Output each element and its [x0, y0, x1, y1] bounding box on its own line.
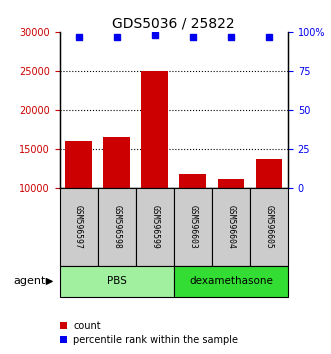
Text: GSM596597: GSM596597	[74, 205, 83, 249]
Bar	[65, 141, 92, 188]
Text: GSM596598: GSM596598	[112, 205, 121, 249]
Bar	[103, 137, 130, 188]
Bar	[179, 175, 206, 188]
Text: agent: agent	[13, 276, 46, 286]
Text: GSM596605: GSM596605	[264, 205, 273, 249]
Text: GSM596604: GSM596604	[226, 205, 235, 249]
Bar	[217, 179, 244, 188]
Text: GSM596599: GSM596599	[150, 205, 159, 249]
Text: percentile rank within the sample: percentile rank within the sample	[73, 335, 238, 345]
Text: count: count	[73, 321, 101, 331]
Bar	[141, 71, 168, 188]
Bar	[256, 159, 282, 188]
Text: GSM596603: GSM596603	[188, 205, 197, 249]
Title: GDS5036 / 25822: GDS5036 / 25822	[113, 17, 235, 31]
Text: PBS: PBS	[107, 276, 127, 286]
Text: dexamethasone: dexamethasone	[189, 276, 273, 286]
